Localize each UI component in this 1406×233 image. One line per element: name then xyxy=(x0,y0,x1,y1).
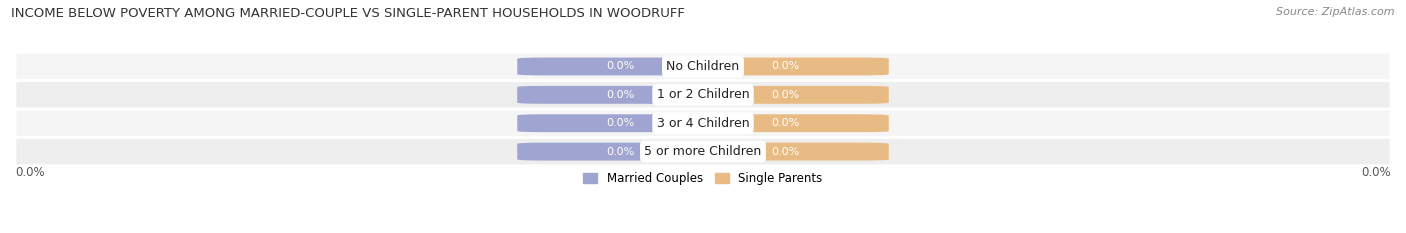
FancyBboxPatch shape xyxy=(15,52,1391,81)
FancyBboxPatch shape xyxy=(682,86,889,104)
Text: 0.0%: 0.0% xyxy=(772,147,800,157)
FancyBboxPatch shape xyxy=(517,143,724,161)
Text: Source: ZipAtlas.com: Source: ZipAtlas.com xyxy=(1277,7,1395,17)
Text: 0.0%: 0.0% xyxy=(772,90,800,100)
Text: No Children: No Children xyxy=(666,60,740,73)
FancyBboxPatch shape xyxy=(517,86,724,104)
Text: 0.0%: 0.0% xyxy=(606,118,634,128)
Text: 5 or more Children: 5 or more Children xyxy=(644,145,762,158)
Text: 3 or 4 Children: 3 or 4 Children xyxy=(657,117,749,130)
Text: 0.0%: 0.0% xyxy=(606,62,634,72)
FancyBboxPatch shape xyxy=(517,58,724,75)
FancyBboxPatch shape xyxy=(682,143,889,161)
FancyBboxPatch shape xyxy=(15,137,1391,166)
Text: 1 or 2 Children: 1 or 2 Children xyxy=(657,88,749,101)
FancyBboxPatch shape xyxy=(15,81,1391,109)
Text: 0.0%: 0.0% xyxy=(772,118,800,128)
Text: 0.0%: 0.0% xyxy=(606,147,634,157)
Text: 0.0%: 0.0% xyxy=(606,90,634,100)
Text: 0.0%: 0.0% xyxy=(772,62,800,72)
FancyBboxPatch shape xyxy=(682,58,889,75)
FancyBboxPatch shape xyxy=(682,114,889,132)
FancyBboxPatch shape xyxy=(517,114,724,132)
Legend: Married Couples, Single Parents: Married Couples, Single Parents xyxy=(583,172,823,185)
FancyBboxPatch shape xyxy=(15,109,1391,137)
Text: INCOME BELOW POVERTY AMONG MARRIED-COUPLE VS SINGLE-PARENT HOUSEHOLDS IN WOODRUF: INCOME BELOW POVERTY AMONG MARRIED-COUPL… xyxy=(11,7,685,20)
Text: 0.0%: 0.0% xyxy=(15,166,45,179)
Text: 0.0%: 0.0% xyxy=(1361,166,1391,179)
